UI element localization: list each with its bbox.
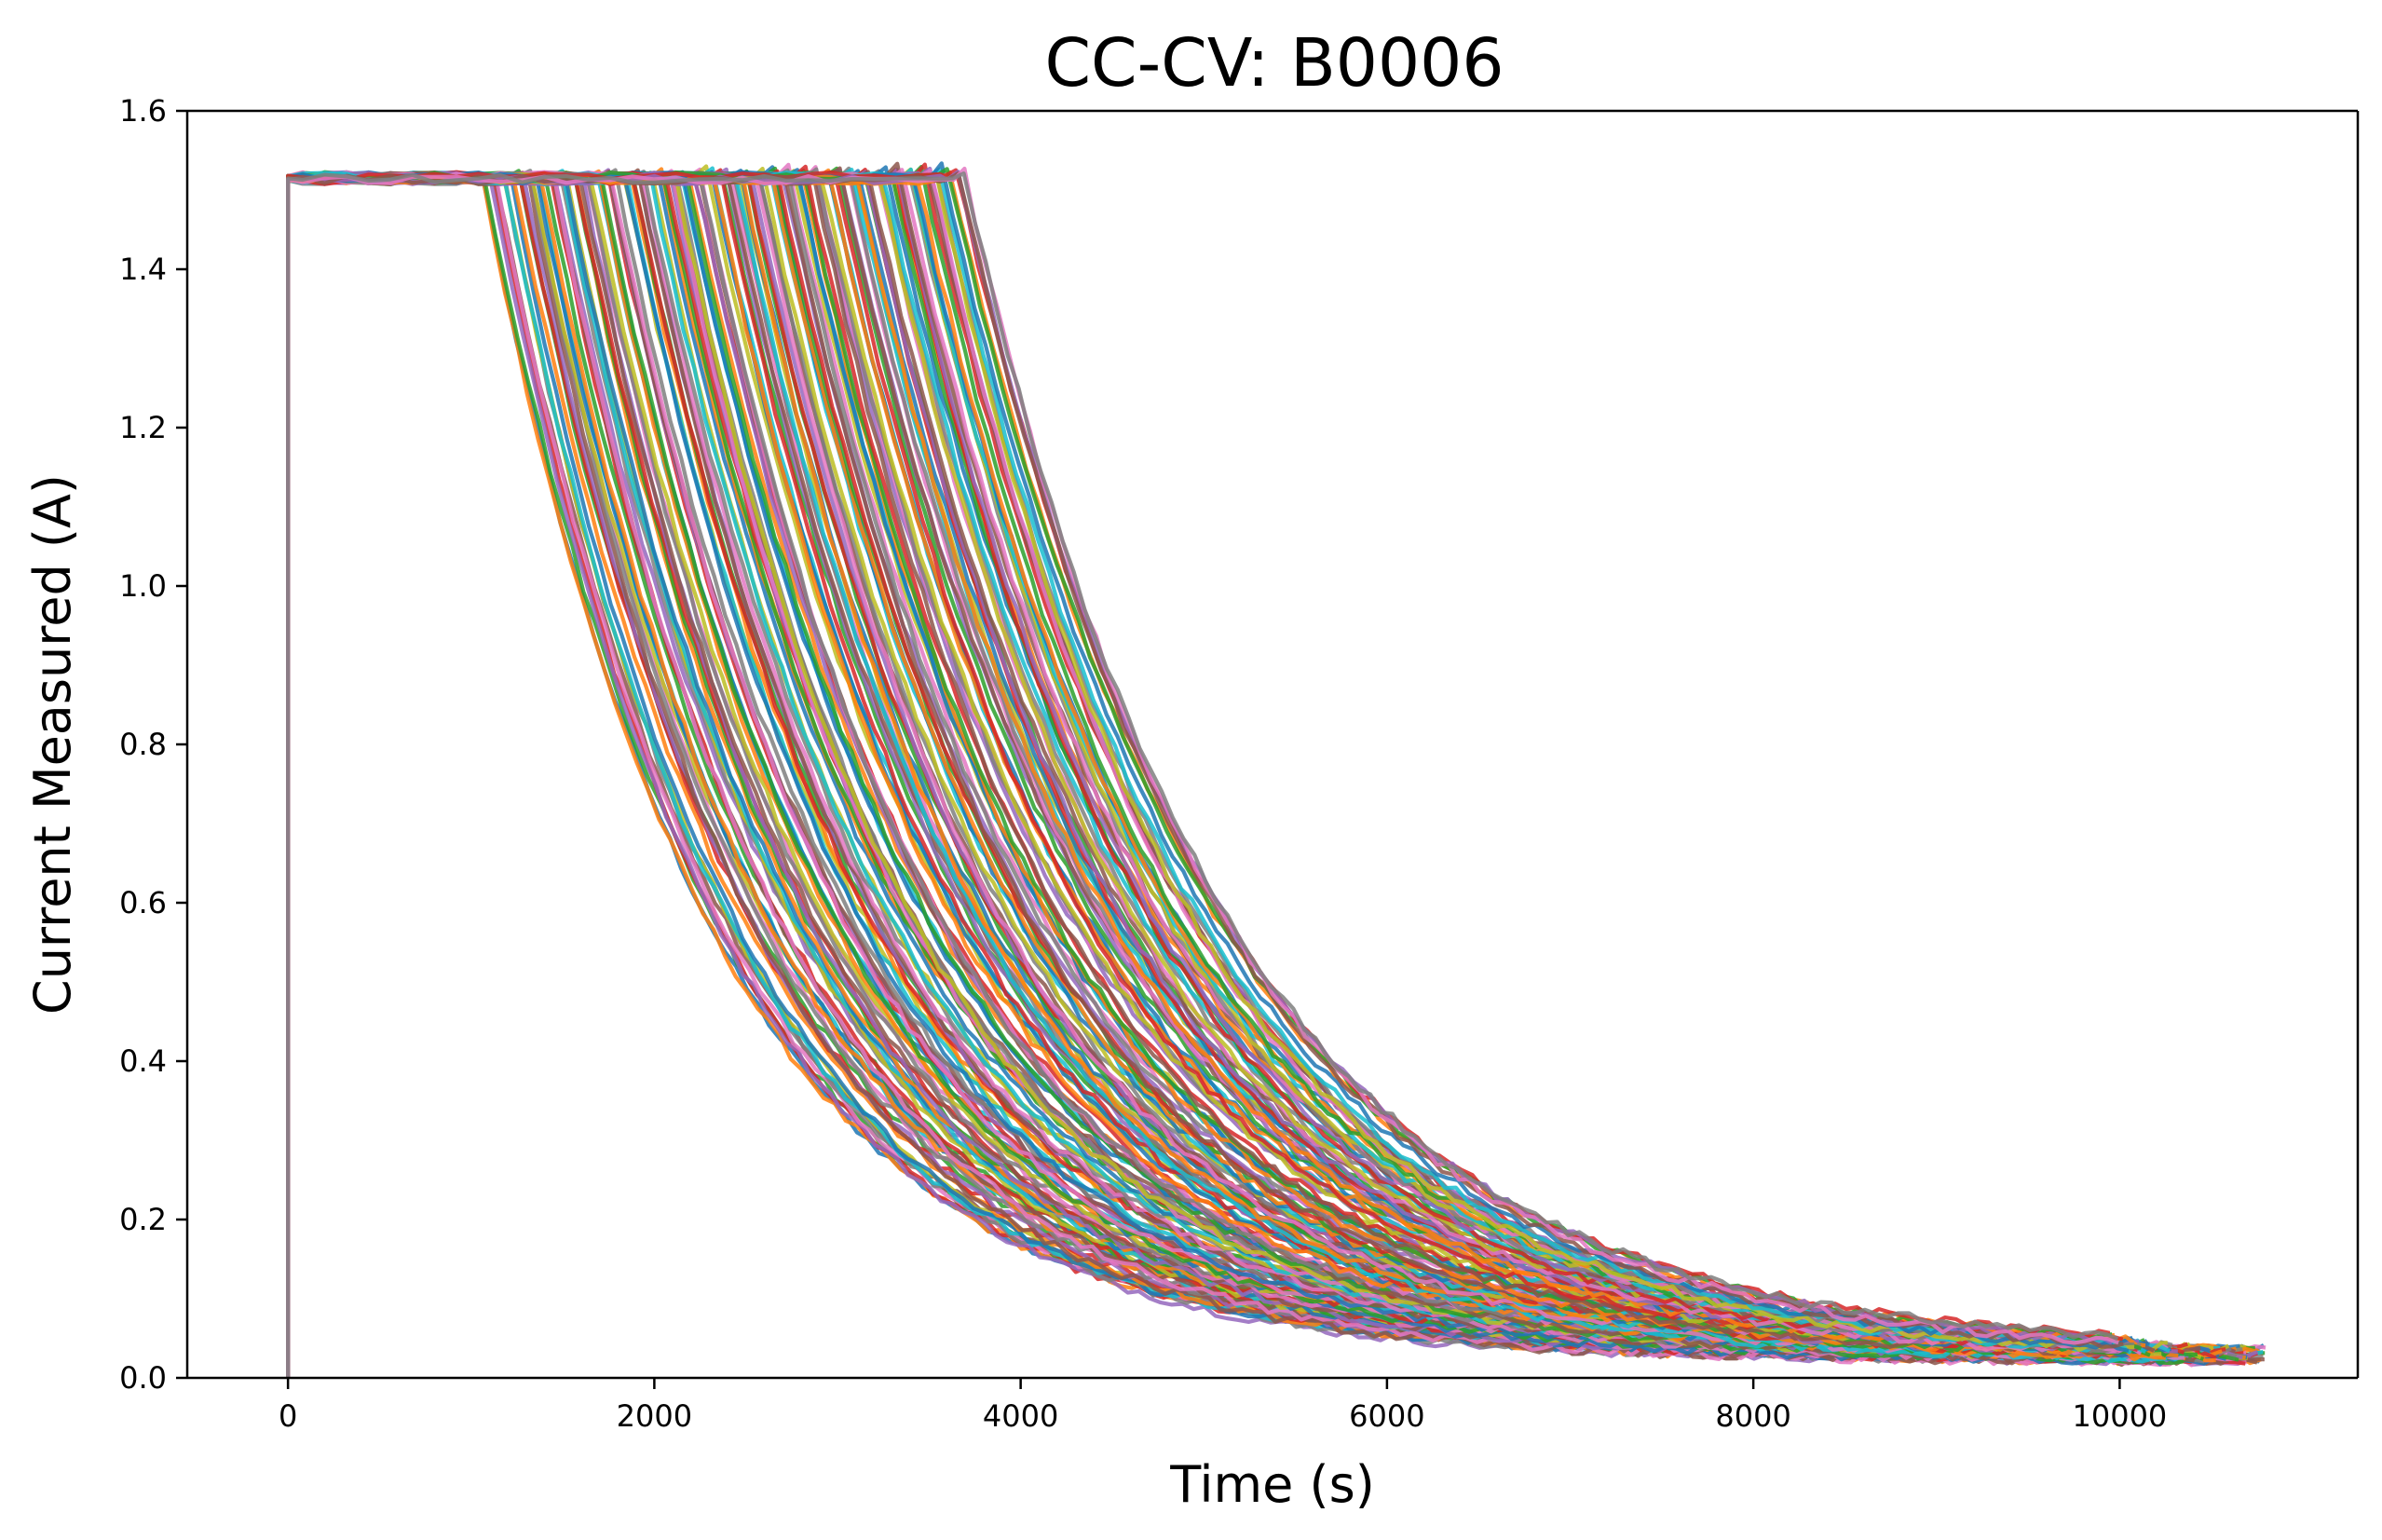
y-tick-label: 0.8 [119,727,167,762]
chart-title: CC-CV: B0006 [1044,24,1504,102]
y-tick-label: 1.4 [119,252,167,287]
x-axis-label: Time (s) [1169,1455,1375,1514]
series-line [286,171,2187,1378]
y-tick-label: 0.6 [119,885,167,920]
x-tick-label: 0 [279,1398,297,1434]
y-tick-label: 1.2 [119,410,167,445]
x-ticks: 0 2000 4000 6000 8000 10000 [279,1378,2167,1434]
x-tick-label: 4000 [983,1398,1058,1434]
y-ticks: 0.0 0.2 0.4 0.6 0.8 1.0 1.2 1.4 1.6 [119,93,187,1396]
x-tick-label: 6000 [1349,1398,1424,1434]
series-line [286,172,2229,1378]
y-tick-label: 0.0 [119,1360,167,1396]
series-line [286,171,2119,1378]
y-axis-label: Current Measured (A) [23,474,82,1015]
x-tick-label: 8000 [1715,1398,1790,1434]
y-tick-label: 0.2 [119,1202,167,1237]
x-tick-label: 2000 [617,1398,692,1434]
y-tick-label: 1.0 [119,568,167,604]
y-tick-label: 1.6 [119,93,167,129]
x-tick-label: 10000 [2072,1398,2167,1434]
series-group [286,161,2266,1378]
y-tick-label: 0.4 [119,1043,167,1079]
